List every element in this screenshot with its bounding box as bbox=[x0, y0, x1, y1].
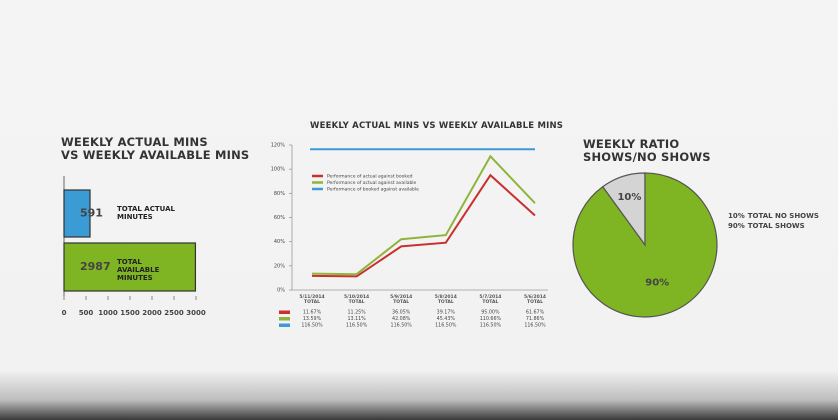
legend-value: 90% bbox=[728, 222, 745, 230]
legend-entry: 10% TOTAL NO SHOWS bbox=[728, 212, 819, 220]
legend-name: TOTAL SHOWS bbox=[748, 222, 805, 230]
x-tick-label: 5/11/2014 TOTAL bbox=[299, 295, 325, 306]
bar-category-label: TOTAL ACTUAL MINUTES bbox=[117, 204, 175, 221]
x-tick-label: 5/6/2014 TOTAL bbox=[523, 295, 547, 306]
chart-title: WEEKLY ACTUAL MINS VS WEEKLY AVAILABLE M… bbox=[310, 121, 564, 131]
table-value: 116.50% bbox=[435, 323, 457, 329]
legend-entry: 90% TOTAL SHOWS bbox=[728, 222, 805, 230]
y-tick-label: 100% bbox=[271, 167, 286, 173]
legend-label: Performance of booked against available bbox=[327, 187, 419, 193]
table-value: 116.50% bbox=[480, 323, 502, 329]
table-swatch bbox=[279, 317, 290, 321]
slice-label: 10% bbox=[617, 192, 641, 203]
table-value: 116.50% bbox=[524, 323, 546, 329]
x-tick-label: 2500 bbox=[164, 309, 184, 317]
table-value: 13.11% bbox=[347, 316, 366, 322]
bar-value-label: 2987 bbox=[80, 260, 111, 273]
table-value: 13.59% bbox=[303, 316, 322, 322]
y-tick-label: 60% bbox=[274, 215, 285, 221]
legend-name: TOTAL NO SHOWS bbox=[748, 212, 819, 220]
x-tick-label: 1500 bbox=[120, 309, 140, 317]
y-tick-label: 120% bbox=[271, 143, 286, 149]
table-value: 95.00% bbox=[481, 310, 500, 316]
table-value: 71.86% bbox=[526, 316, 545, 322]
x-tick-label: 2000 bbox=[142, 309, 162, 317]
bar bbox=[63, 242, 197, 292]
table-value: 116.50% bbox=[391, 323, 413, 329]
x-tick-label: 5/8/2014 TOTAL bbox=[434, 295, 457, 306]
x-tick-label: 5/10/2014 TOTAL bbox=[343, 295, 370, 306]
table-value: 36.05% bbox=[392, 310, 411, 316]
chart-title: WEEKLY ACTUAL MINS VS WEEKLY AVAILABLE M… bbox=[61, 135, 250, 163]
bar-value-label: 591 bbox=[80, 207, 103, 220]
slice-label: 90% bbox=[645, 278, 669, 289]
table-value: 116.50% bbox=[301, 323, 323, 329]
x-tick-label: 500 bbox=[79, 309, 94, 317]
table-value: 42.08% bbox=[392, 316, 411, 322]
chart-title: WEEKLY RATIO SHOWS/NO SHOWS bbox=[583, 137, 711, 165]
x-tick-label: 5/7/2014 TOTAL bbox=[479, 295, 502, 306]
y-tick-label: 0% bbox=[277, 288, 285, 294]
x-tick-label: 5/9/2014 TOTAL bbox=[390, 295, 413, 306]
table-swatch bbox=[279, 323, 290, 327]
table-value: 110.66% bbox=[480, 316, 502, 322]
legend-label: Performance of actual against available bbox=[327, 180, 417, 186]
bar-category-label: TOTAL AVAILABLE MINUTES bbox=[117, 258, 160, 283]
x-tick-label: 3000 bbox=[186, 309, 206, 317]
table-value: 11.67% bbox=[303, 310, 322, 316]
y-tick-label: 20% bbox=[274, 263, 285, 269]
bar bbox=[63, 189, 91, 238]
table-value: 11.25% bbox=[347, 310, 366, 316]
legend-value: 10% bbox=[728, 212, 745, 220]
x-tick-label: 1000 bbox=[98, 309, 118, 317]
series-line bbox=[311, 173, 536, 278]
y-tick-label: 80% bbox=[274, 191, 285, 197]
table-value: 39.17% bbox=[437, 310, 456, 316]
table-value: 61.67% bbox=[526, 310, 545, 316]
table-value: 116.50% bbox=[346, 323, 368, 329]
table-value: 45.43% bbox=[437, 316, 456, 322]
legend-label: Performance of actual against booked bbox=[327, 174, 413, 180]
series-line bbox=[311, 154, 536, 276]
table-swatch bbox=[279, 310, 290, 314]
x-tick-label: 0 bbox=[62, 309, 67, 317]
y-tick-label: 40% bbox=[274, 239, 285, 245]
pie-slice bbox=[572, 172, 718, 318]
